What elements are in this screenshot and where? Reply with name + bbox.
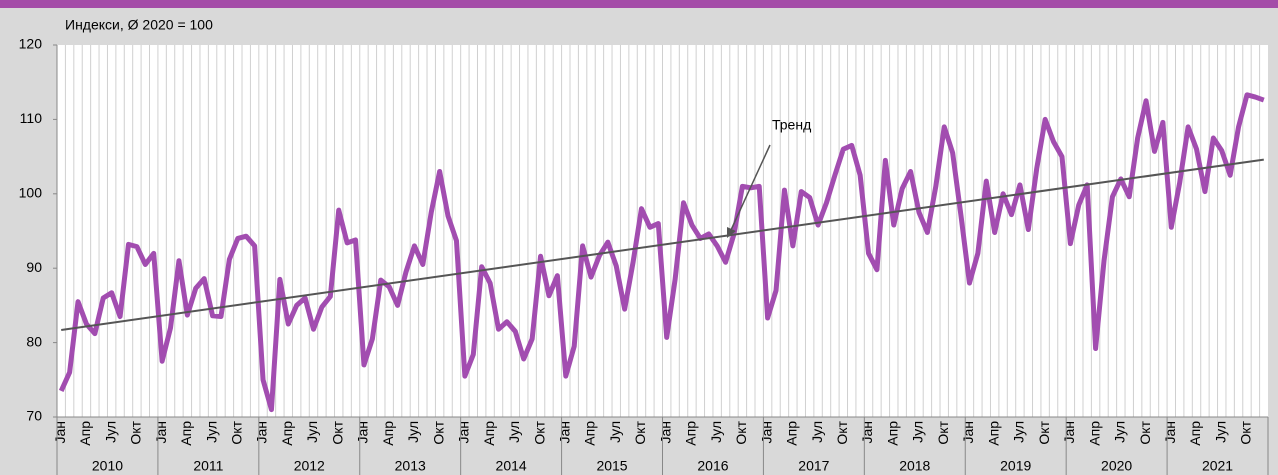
x-tick-label: Јан [52, 421, 68, 444]
y-tick-label: 80 [26, 333, 42, 349]
year-label: 2018 [899, 458, 930, 474]
x-tick-label: Јул [1212, 421, 1228, 443]
x-tick-label: Апр [683, 421, 699, 446]
year-label: 2015 [596, 458, 627, 474]
annotation-arrow [730, 144, 771, 231]
x-tick-label: Јан [153, 421, 169, 444]
x-tick-label: Апр [77, 421, 93, 446]
x-tick-label: Јан [1061, 421, 1077, 444]
year-label: 2014 [496, 458, 527, 474]
trend-annotation: Тренд [772, 117, 811, 133]
x-tick-label: Окт [632, 420, 648, 444]
x-tick-label: Окт [329, 420, 345, 444]
x-tick-label: Окт [1036, 420, 1052, 444]
x-tick-label: Јул [304, 421, 320, 443]
x-tick-label: Јан [657, 421, 673, 444]
x-tick-label: Јул [1112, 421, 1128, 443]
year-label: 2010 [92, 458, 123, 474]
x-tick-label: Апр [178, 421, 194, 446]
year-label: 2019 [1000, 458, 1031, 474]
year-label: 2020 [1101, 458, 1132, 474]
x-tick-label: Апр [380, 421, 396, 446]
x-tick-label: Јан [254, 421, 270, 444]
year-label: 2017 [798, 458, 829, 474]
x-tick-label: Окт [430, 420, 446, 444]
year-label: 2012 [294, 458, 325, 474]
x-tick-label: Јул [708, 421, 724, 443]
year-label: 2013 [395, 458, 426, 474]
x-tick-label: Окт [128, 420, 144, 444]
x-tick-label: Апр [1086, 421, 1102, 446]
top-bar [0, 0, 1278, 8]
trend-line [61, 158, 1264, 331]
x-tick-label: Јул [102, 421, 118, 443]
x-tick-label: Окт [733, 420, 749, 444]
x-tick-label: Окт [1238, 420, 1254, 444]
x-tick-label: Окт [935, 420, 951, 444]
marks [58, 92, 1265, 413]
x-tick-label: Јан [556, 421, 572, 444]
x-tick-label: Апр [279, 421, 295, 446]
chart-subtitle: Индекси, Ø 2020 = 100 [65, 17, 213, 33]
x-tick-label: Јул [1011, 421, 1027, 443]
year-label: 2021 [1202, 458, 1233, 474]
x-tick-label: Апр [582, 421, 598, 446]
x-tick-label: Јул [910, 421, 926, 443]
x-tick-label: Јул [405, 421, 421, 443]
x-tick-label: Јан [1162, 421, 1178, 444]
y-tick-label: 100 [19, 185, 43, 201]
x-tick-label: Апр [784, 421, 800, 446]
x-tick-label: Јан [758, 421, 774, 444]
x-tick-label: Јан [355, 421, 371, 444]
data-line [58, 92, 1265, 413]
x-tick-label: Окт [229, 420, 245, 444]
x-tick-label: Јул [506, 421, 522, 443]
year-label: 2016 [697, 458, 728, 474]
x-tick-label: Јул [607, 421, 623, 443]
x-tick-label: Апр [985, 421, 1001, 446]
x-tick-label: Окт [834, 420, 850, 444]
x-tick-label: Окт [531, 420, 547, 444]
x-tick-label: Јан [859, 421, 875, 444]
y-tick-label: 120 [19, 36, 43, 52]
x-tick-label: Апр [884, 421, 900, 446]
x-tick-label: Апр [1187, 421, 1203, 446]
arrow-head [727, 227, 736, 238]
x-tick-label: Јул [203, 421, 219, 443]
x-tick-label: Окт [1137, 420, 1153, 444]
y-tick-label: 70 [26, 408, 42, 424]
x-tick-label: Јул [809, 421, 825, 443]
y-tick-label: 110 [20, 110, 43, 126]
x-tick-label: Јан [960, 421, 976, 444]
x-tick-label: Апр [481, 421, 497, 446]
y-tick-label: 90 [26, 259, 42, 275]
year-label: 2011 [193, 458, 223, 474]
x-tick-label: Јан [456, 421, 472, 444]
